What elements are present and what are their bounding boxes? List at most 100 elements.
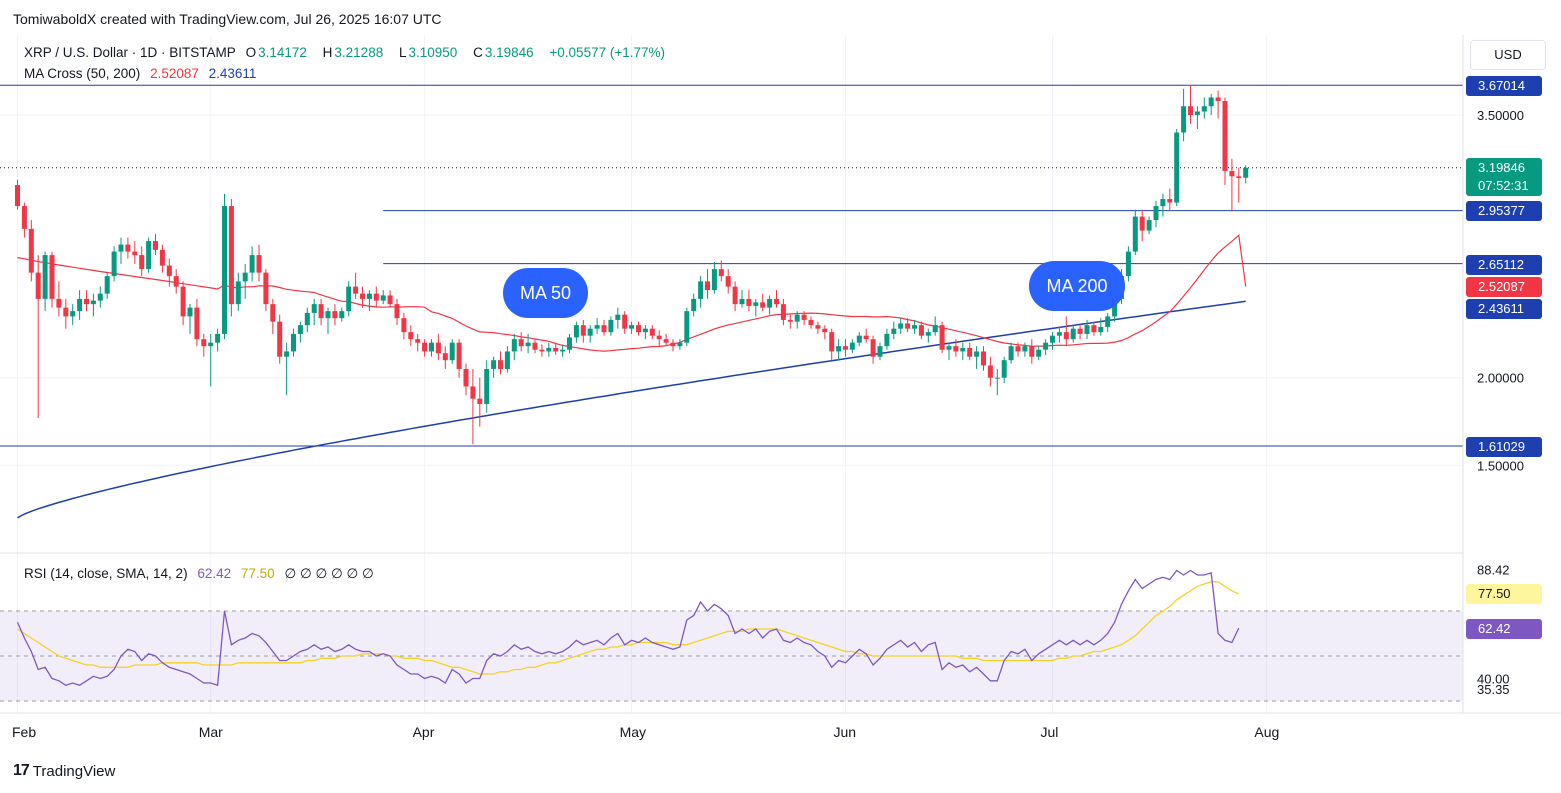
candle-body [525, 342, 531, 347]
candle-body [760, 302, 766, 308]
legend-ma200-value: 2.43611 [208, 66, 257, 81]
y-tick-label: 1.50000 [1477, 458, 1524, 473]
candle-body [953, 346, 959, 352]
candle-body [1105, 316, 1111, 327]
ma200-line [17, 300, 1246, 519]
candle-body [139, 255, 145, 270]
candle-body [277, 321, 283, 357]
candle-body [912, 325, 917, 329]
candle-body [97, 293, 103, 301]
candle-body [387, 295, 393, 305]
candle-body [215, 333, 221, 343]
candle-body [987, 365, 993, 378]
legend-rsi: RSI (14, close, SMA, 14, 2) 62.42 77.50 … [24, 566, 380, 582]
candle-body [263, 272, 269, 305]
rsi-tick-label: 35.35 [1477, 682, 1510, 697]
candle-body [1015, 346, 1021, 352]
candle-body [1188, 106, 1193, 115]
legend-ma50-value: 2.52087 [150, 66, 199, 81]
y-tick-label: 3.50000 [1477, 108, 1524, 123]
candle-body [311, 304, 317, 313]
candle-body [794, 314, 800, 322]
tag-current-value: 3.19846 [1478, 160, 1525, 175]
tv-logo-text: TradingView [32, 762, 116, 780]
candles [15, 85, 1249, 445]
candle-body [567, 337, 572, 350]
candle-body [491, 360, 497, 369]
candle-body [201, 339, 207, 347]
candle-body [815, 325, 821, 329]
candle-body [291, 333, 296, 352]
candle-body [1181, 106, 1187, 133]
candle-body [90, 300, 96, 305]
candle-body [918, 325, 924, 336]
legend-price: XRP / U.S. Dollar · 1D · BITSTAMP O 3.141… [24, 45, 671, 60]
currency-button[interactable]: USD [1470, 40, 1546, 70]
legend-change: +0.05577 (+1.77%) [549, 45, 665, 60]
candle-body [656, 335, 662, 340]
legend-rsi-extra: ∅ ∅ ∅ ∅ ∅ ∅ [284, 566, 374, 581]
candle-body [622, 314, 628, 329]
candle-body [21, 206, 27, 229]
candle-body [1036, 349, 1042, 357]
candle-body [70, 311, 76, 317]
candle-body [1050, 335, 1055, 343]
candle-body [649, 328, 655, 336]
candle-body [573, 325, 579, 338]
candle-body [242, 272, 248, 282]
candle-body [360, 293, 365, 299]
candle-body [1174, 132, 1180, 203]
legend-high: H 3.21288 [322, 45, 384, 60]
candle-body [297, 325, 303, 334]
candle-body [339, 311, 345, 319]
candle-body [1077, 328, 1083, 334]
candle-body [746, 298, 752, 306]
candle-body [304, 312, 310, 326]
candle-body [684, 311, 690, 343]
candle-body [580, 325, 586, 336]
tag-line3: 2.65112 [1466, 255, 1542, 275]
candle-body [974, 351, 980, 357]
candle-body [891, 328, 897, 334]
candle-body [601, 325, 607, 333]
credit-text: TomiwaboldX created with TradingView.com… [13, 11, 442, 27]
candle-body [42, 255, 48, 299]
legend-open: O 3.14172 [245, 45, 307, 60]
candle-body [822, 328, 828, 333]
y-tick-label: 2.00000 [1477, 371, 1524, 386]
legend-rsi-sma-value: 77.50 [240, 566, 275, 581]
x-tick-label: Apr [413, 724, 435, 740]
candle-body [787, 319, 793, 322]
x-tick-label: Feb [12, 724, 36, 740]
candle-body [905, 323, 911, 329]
candle-body [380, 295, 386, 301]
candle-body [539, 349, 545, 352]
horizontal-levels [0, 84, 1463, 447]
candle-body [594, 325, 600, 329]
candle-body [84, 298, 89, 305]
candle-body [353, 286, 359, 294]
candle-body [1056, 332, 1062, 336]
candle-body [1160, 199, 1166, 207]
candle-body [711, 269, 717, 291]
candle-body [1070, 328, 1076, 340]
candle-body [808, 319, 814, 326]
x-tick-label: Jun [834, 724, 857, 740]
candle-body [870, 339, 876, 357]
candle-body [125, 244, 131, 252]
candle-body [401, 318, 407, 333]
ma50-callout: MA 50 [503, 268, 588, 318]
candle-body [449, 342, 455, 361]
candle-body [1132, 216, 1138, 252]
candle-body [615, 314, 621, 320]
candle-body [1236, 176, 1242, 179]
candle-body [1222, 100, 1228, 172]
tradingview-logo[interactable]: 17 TradingView [13, 762, 115, 780]
tag-countdown: 07:52:31 [1478, 178, 1529, 193]
candle-body [1063, 332, 1069, 340]
legend-symbol: XRP / U.S. Dollar · 1D · BITSTAMP [24, 45, 236, 60]
candle-body [753, 302, 759, 306]
tag-current-price: 3.19846 07:52:31 [1466, 158, 1542, 196]
